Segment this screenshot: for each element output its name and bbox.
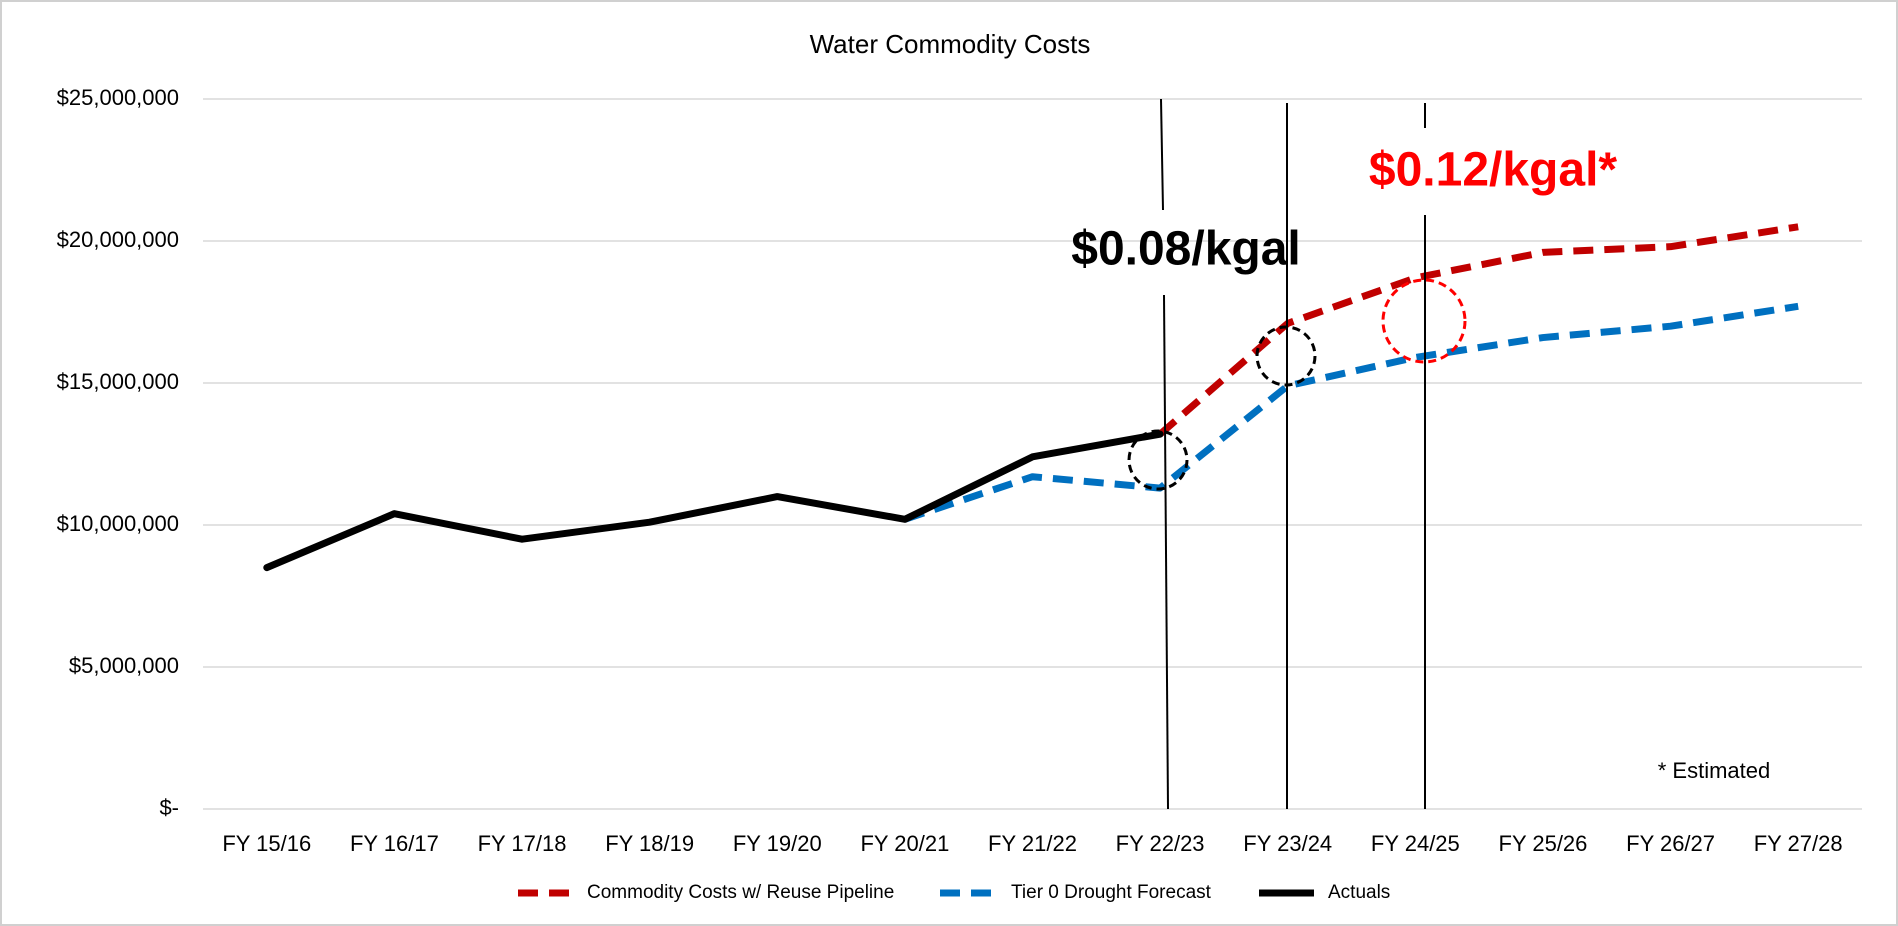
x-tick-label: FY 18/19: [605, 831, 694, 856]
series: [263, 223, 1799, 572]
legend-label: Commodity Costs w/ Reuse Pipeline: [587, 882, 894, 903]
legend-label: Actuals: [1328, 882, 1390, 903]
annotation: * Estimated: [1658, 758, 1771, 783]
y-tick-label: $-: [159, 795, 179, 820]
highlight-circle: [1381, 278, 1467, 364]
series-line: [1157, 223, 1799, 437]
x-tick-label: FY 22/23: [1116, 831, 1205, 856]
marker-line: [1163, 294, 1169, 810]
x-tick-label: FY 23/24: [1243, 831, 1332, 856]
legend-label: Tier 0 Drought Forecast: [1011, 882, 1212, 903]
x-tick-label: FY 27/28: [1754, 831, 1843, 856]
x-tick-label: FY 19/20: [733, 831, 822, 856]
x-tick-label: FY 20/21: [860, 831, 949, 856]
series-line: [263, 430, 1164, 572]
x-tick-label: FY 25/26: [1499, 831, 1588, 856]
x-tick-label: FY 26/27: [1626, 831, 1715, 856]
y-tick-label: $10,000,000: [57, 511, 179, 536]
y-tick-label: $20,000,000: [57, 227, 179, 252]
highlight-circle: [1127, 429, 1189, 491]
marker-line: [1160, 98, 1164, 211]
highlight-circle: [1255, 325, 1317, 387]
chart-title: Water Commodity Costs: [810, 29, 1091, 59]
series-line: [903, 302, 1799, 523]
y-tick-label: $25,000,000: [57, 85, 179, 110]
x-tick-label: FY 17/18: [478, 831, 567, 856]
x-tick-label: FY 24/25: [1371, 831, 1460, 856]
markers: [1127, 98, 1467, 810]
x-tick-label: FY 21/22: [988, 831, 1077, 856]
legend: Commodity Costs w/ Reuse Pipeline Tier 0 …: [518, 882, 1390, 903]
y-tick-label: $15,000,000: [57, 369, 179, 394]
grid: $- $5,000,000 $10,000,000 $15,000,000 $20,00…: [57, 85, 1862, 856]
y-tick-label: $5,000,000: [69, 653, 179, 678]
annotation: $0.12/kgal*: [1369, 144, 1618, 197]
annotation: $0.08/kgal: [1071, 223, 1301, 276]
x-tick-label: FY 15/16: [222, 831, 311, 856]
x-tick-label: FY 16/17: [350, 831, 439, 856]
